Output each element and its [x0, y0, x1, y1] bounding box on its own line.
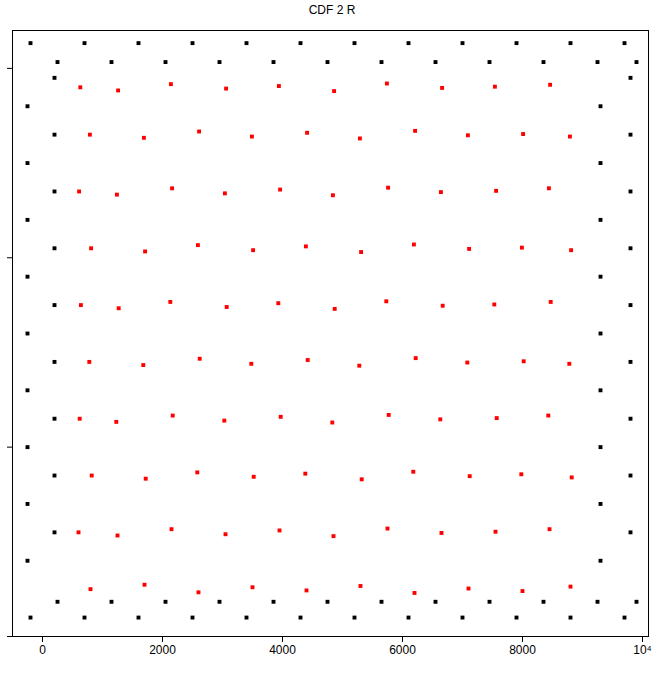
svg-text:4000: 4000 — [269, 643, 296, 657]
svg-text:2000: 2000 — [149, 643, 176, 657]
svg-text:6000: 6000 — [389, 643, 416, 657]
svg-text:0: 0 — [39, 643, 46, 657]
svg-text:10⁴: 10⁴ — [633, 643, 652, 657]
html-text:CDF 2 R: CDF 2 R — [308, 3, 356, 17]
svg-text:8000: 8000 — [509, 643, 536, 657]
